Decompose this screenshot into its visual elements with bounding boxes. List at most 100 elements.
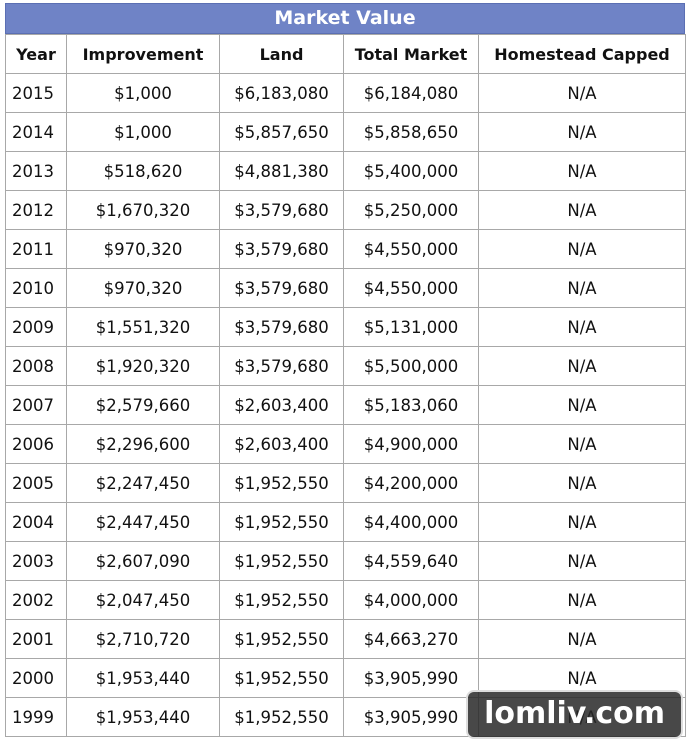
table-cell: N/A: [478, 424, 686, 464]
table-cell: $1,551,320: [66, 307, 220, 347]
table-cell: 2003: [5, 541, 67, 581]
panel-title: Market Value: [5, 3, 685, 34]
table-cell: $6,183,080: [219, 73, 344, 113]
table-cell: N/A: [478, 229, 686, 269]
table-cell: $2,247,450: [66, 463, 220, 503]
table-row: 2013 $518,620 $4,881,380 $5,400,000 N/A: [5, 151, 686, 191]
watermark: lomliv.com: [466, 690, 683, 739]
table-cell: N/A: [478, 190, 686, 230]
table-cell: $5,183,060: [343, 385, 479, 425]
table-cell: $2,579,660: [66, 385, 220, 425]
table-cell: N/A: [478, 73, 686, 113]
table-row: 2002 $2,047,450 $1,952,550 $4,000,000 N/A: [5, 580, 686, 620]
table-row: 2011 $970,320 $3,579,680 $4,550,000 N/A: [5, 229, 686, 269]
table-cell: $4,200,000: [343, 463, 479, 503]
table-cell: 2012: [5, 190, 67, 230]
table-cell: N/A: [478, 307, 686, 347]
table-cell: $2,296,600: [66, 424, 220, 464]
table-body: 2015 $1,000 $6,183,080 $6,184,080 N/A 2014 $1,…: [5, 73, 686, 737]
table-cell: $1,952,550: [219, 619, 344, 659]
column-header: Homestead Capped: [478, 34, 686, 74]
table-cell: 2000: [5, 658, 67, 698]
table-row: 2014 $1,000 $5,857,650 $5,858,650 N/A: [5, 112, 686, 152]
table-cell: $5,131,000: [343, 307, 479, 347]
table-cell: $4,881,380: [219, 151, 344, 191]
table-cell: $2,447,450: [66, 502, 220, 542]
table-cell: 2001: [5, 619, 67, 659]
table-cell: $5,857,650: [219, 112, 344, 152]
table-cell: $1,000: [66, 73, 220, 113]
table-cell: $3,579,680: [219, 190, 344, 230]
table-cell: $5,250,000: [343, 190, 479, 230]
table-cell: $518,620: [66, 151, 220, 191]
table-row: 2004 $2,447,450 $1,952,550 $4,400,000 N/A: [5, 502, 686, 542]
table-cell: $1,000: [66, 112, 220, 152]
table-cell: 1999: [5, 697, 67, 737]
table-cell: $1,953,440: [66, 658, 220, 698]
table-row: 2003 $2,607,090 $1,952,550 $4,559,640 N/A: [5, 541, 686, 581]
column-header: Year: [5, 34, 67, 74]
table-row: 2005 $2,247,450 $1,952,550 $4,200,000 N/A: [5, 463, 686, 503]
table-cell: $4,559,640: [343, 541, 479, 581]
table-cell: 2007: [5, 385, 67, 425]
table-cell: $3,579,680: [219, 229, 344, 269]
table-cell: 2009: [5, 307, 67, 347]
table-cell: $2,710,720: [66, 619, 220, 659]
table-cell: $2,603,400: [219, 424, 344, 464]
table-cell: 2014: [5, 112, 67, 152]
table-cell: $2,603,400: [219, 385, 344, 425]
table-row: 2015 $1,000 $6,183,080 $6,184,080 N/A: [5, 73, 686, 113]
table-cell: N/A: [478, 346, 686, 386]
table-cell: $5,858,650: [343, 112, 479, 152]
table-cell: N/A: [478, 268, 686, 308]
table-cell: $3,579,680: [219, 307, 344, 347]
table-cell: $5,400,000: [343, 151, 479, 191]
table-row: 2012 $1,670,320 $3,579,680 $5,250,000 N/A: [5, 190, 686, 230]
table-cell: $1,952,550: [219, 658, 344, 698]
table-cell: 2002: [5, 580, 67, 620]
table-cell: $1,952,550: [219, 541, 344, 581]
table-cell: N/A: [478, 502, 686, 542]
market-value-panel: Market Value Year Improvement Land Total Ma…: [5, 3, 686, 737]
table-cell: 2010: [5, 268, 67, 308]
table-cell: $1,953,440: [66, 697, 220, 737]
table-cell: $970,320: [66, 268, 220, 308]
table-cell: 2004: [5, 502, 67, 542]
header-row: Year Improvement Land Total Market Homestead…: [5, 34, 686, 74]
table-row: 2009 $1,551,320 $3,579,680 $5,131,000 N/A: [5, 307, 686, 347]
table-cell: 2013: [5, 151, 67, 191]
table-cell: N/A: [478, 463, 686, 503]
table-cell: $3,579,680: [219, 346, 344, 386]
table-cell: N/A: [478, 580, 686, 620]
table-cell: $3,905,990: [343, 658, 479, 698]
table-cell: $4,550,000: [343, 229, 479, 269]
table-cell: N/A: [478, 619, 686, 659]
table-cell: $1,920,320: [66, 346, 220, 386]
table-row: 2001 $2,710,720 $1,952,550 $4,663,270 N/A: [5, 619, 686, 659]
table-cell: $3,579,680: [219, 268, 344, 308]
table-cell: $1,952,550: [219, 697, 344, 737]
table-cell: $4,400,000: [343, 502, 479, 542]
table-row: 2010 $970,320 $3,579,680 $4,550,000 N/A: [5, 268, 686, 308]
market-value-table: Year Improvement Land Total Market Homestead…: [5, 34, 686, 737]
table-cell: $1,952,550: [219, 463, 344, 503]
column-header: Land: [219, 34, 344, 74]
table-cell: $5,500,000: [343, 346, 479, 386]
table-cell: 2015: [5, 73, 67, 113]
table-cell: 2005: [5, 463, 67, 503]
table-cell: N/A: [478, 151, 686, 191]
table-cell: $3,905,990: [343, 697, 479, 737]
table-cell: $2,607,090: [66, 541, 220, 581]
table-row: 2006 $2,296,600 $2,603,400 $4,900,000 N/A: [5, 424, 686, 464]
table-cell: 2006: [5, 424, 67, 464]
table-cell: $1,670,320: [66, 190, 220, 230]
column-header: Improvement: [66, 34, 220, 74]
table-cell: 2008: [5, 346, 67, 386]
table-cell: $1,952,550: [219, 580, 344, 620]
table-cell: $4,663,270: [343, 619, 479, 659]
table-cell: $4,000,000: [343, 580, 479, 620]
table-cell: $2,047,450: [66, 580, 220, 620]
table-cell: N/A: [478, 385, 686, 425]
column-header: Total Market: [343, 34, 479, 74]
